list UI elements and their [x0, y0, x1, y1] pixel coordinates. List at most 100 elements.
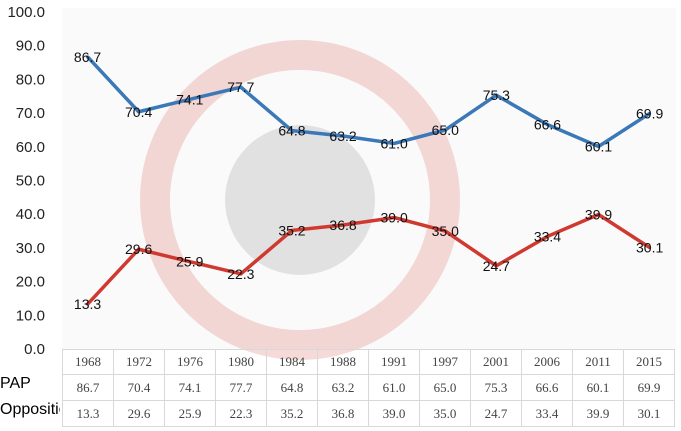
table-cell: 39.9: [572, 400, 624, 427]
table-cell: 63.2: [317, 374, 369, 401]
table-cell: 25.9: [164, 400, 216, 427]
data-label: 86.7: [74, 49, 101, 65]
data-label: 39.0: [381, 210, 408, 226]
table-cell: 30.1: [623, 400, 675, 427]
y-tick-label: 80.0: [16, 71, 45, 88]
x-tick-label: 1976: [164, 349, 216, 375]
data-label: 24.7: [483, 258, 510, 274]
x-tick-label: 1984: [266, 349, 318, 375]
x-tick-label: 2006: [521, 349, 573, 375]
data-point: [239, 85, 243, 89]
data-point: [239, 272, 243, 276]
data-label: 25.9: [176, 254, 203, 270]
data-point: [341, 134, 345, 138]
y-tick-label: 60.0: [16, 139, 45, 156]
table-cell: 70.4: [113, 374, 165, 401]
legend-label: PAP: [0, 375, 60, 393]
y-tick-label: 90.0: [16, 38, 45, 55]
data-point: [648, 111, 652, 115]
series-line-1: [86, 212, 651, 306]
y-tick-label: 100.0: [7, 4, 45, 21]
table-cell: 36.8: [317, 400, 369, 427]
data-point: [443, 229, 447, 233]
x-tick-label: 2001: [470, 349, 522, 375]
data-point: [392, 216, 396, 220]
watermark: [140, 40, 460, 360]
data-label: 70.4: [125, 104, 152, 120]
data-label: 74.1: [176, 91, 203, 107]
data-label: 65.0: [432, 122, 459, 138]
data-label: 63.2: [329, 128, 356, 144]
table-cell: 33.4: [521, 400, 573, 427]
data-point: [290, 129, 294, 133]
y-tick-label: 0.0: [24, 341, 45, 358]
data-point: [188, 97, 192, 101]
table-cell: 13.3: [62, 400, 114, 427]
x-tick-label: 1997: [419, 349, 471, 375]
data-point: [494, 93, 498, 97]
y-tick-label: 70.0: [16, 105, 45, 122]
table-cell: 61.0: [368, 374, 420, 401]
table-cell: 74.1: [164, 374, 216, 401]
table-cell: 64.8: [266, 374, 318, 401]
data-label: 60.1: [585, 138, 612, 154]
data-point: [341, 223, 345, 227]
y-tick-label: 40.0: [16, 206, 45, 223]
data-point: [137, 110, 141, 114]
data-point: [494, 264, 498, 268]
data-label: 35.2: [278, 222, 305, 238]
table-cell: 69.9: [623, 374, 675, 401]
data-label: 35.0: [432, 223, 459, 239]
data-label: 66.6: [534, 117, 561, 133]
data-label: 39.9: [585, 207, 612, 223]
data-label: 77.7: [227, 79, 254, 95]
data-label: 13.3: [74, 296, 101, 312]
table-cell: 86.7: [62, 374, 114, 401]
data-label: 61.0: [381, 135, 408, 151]
y-tick-label: 30.0: [16, 240, 45, 257]
y-tick-label: 50.0: [16, 173, 45, 190]
table-cell: 60.1: [572, 374, 624, 401]
data-label: 64.8: [278, 123, 305, 139]
plot-area: [62, 8, 676, 349]
table-cell: 35.0: [419, 400, 471, 427]
data-point: [137, 247, 141, 251]
table-cell: 24.7: [470, 400, 522, 427]
table-cell: 75.3: [470, 374, 522, 401]
table-cell: 29.6: [113, 400, 165, 427]
data-label: 30.1: [636, 240, 663, 256]
data-point: [597, 144, 601, 148]
y-tick-label: 20.0: [16, 274, 45, 291]
data-point: [443, 128, 447, 132]
table-cell: 77.7: [215, 374, 267, 401]
table-cell: 39.0: [368, 400, 420, 427]
data-label: 69.9: [636, 105, 663, 121]
data-point: [86, 55, 90, 59]
data-label: 36.8: [329, 217, 356, 233]
data-label: 75.3: [483, 87, 510, 103]
data-point: [392, 141, 396, 145]
data-table: 1968 1972 1976 1980 1984 1988 1991 1997 2001 2006…: [62, 349, 675, 427]
data-label: 29.6: [125, 241, 152, 257]
data-label: 22.3: [227, 266, 254, 282]
data-point: [545, 234, 549, 238]
table-cell: 65.0: [419, 374, 471, 401]
data-point: [86, 302, 90, 306]
x-tick-label: 2015: [623, 349, 675, 375]
table-cell: 22.3: [215, 400, 267, 427]
data-label: 33.4: [534, 228, 561, 244]
table-cell: 66.6: [521, 374, 573, 401]
x-tick-label: 2011: [572, 349, 624, 375]
x-tick-label: 1988: [317, 349, 369, 375]
legend-label: Opposition: [0, 401, 60, 419]
data-point: [648, 246, 652, 250]
x-tick-label: 1968: [62, 349, 114, 375]
table-cell: 35.2: [266, 400, 318, 427]
data-point: [545, 123, 549, 127]
x-tick-label: 1991: [368, 349, 420, 375]
data-point: [290, 228, 294, 232]
data-point: [188, 260, 192, 264]
x-tick-label: 1980: [215, 349, 267, 375]
data-point: [597, 213, 601, 217]
